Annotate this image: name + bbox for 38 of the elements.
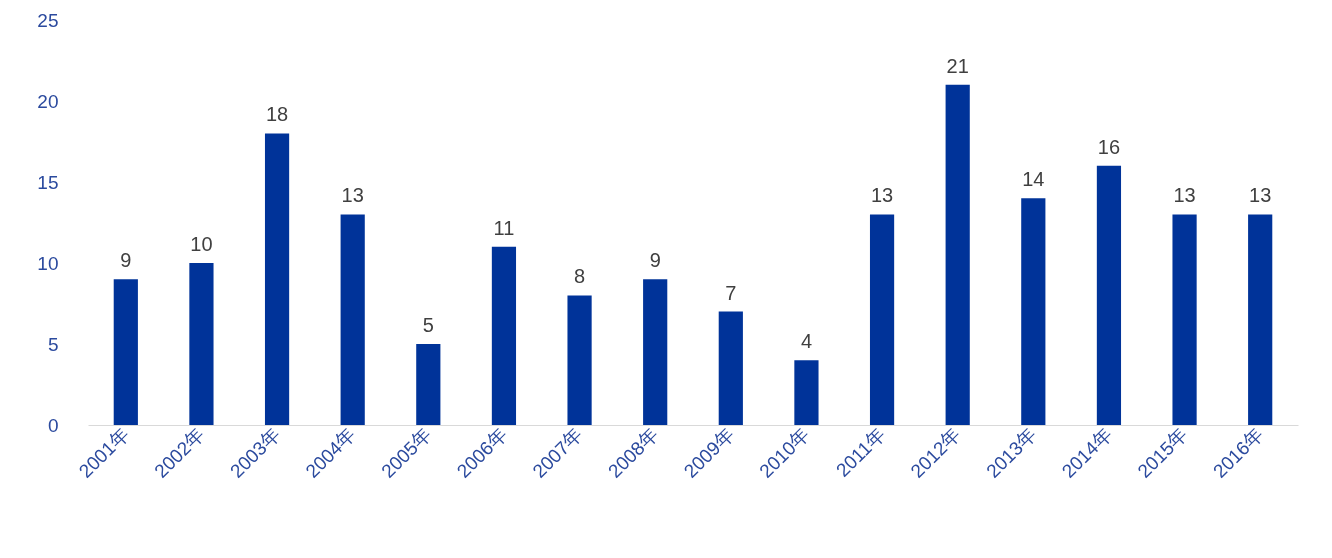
y-tick-label: 10 (37, 252, 59, 274)
data-label: 13 (1173, 184, 1196, 207)
bar (945, 84, 970, 425)
bar (794, 360, 819, 425)
data-label: 8 (574, 265, 586, 288)
data-label: 7 (725, 281, 737, 304)
data-label: 13 (341, 184, 364, 207)
bar (1172, 214, 1197, 425)
bar (189, 263, 214, 425)
data-label: 13 (870, 184, 894, 207)
data-label: 16 (1097, 135, 1121, 158)
bar (113, 279, 138, 425)
y-tick-label: 0 (47, 414, 59, 436)
bar (1096, 165, 1122, 425)
data-label: 10 (190, 233, 213, 255)
data-label: 4 (800, 330, 812, 353)
data-label: 14 (1022, 168, 1045, 191)
bar (1021, 198, 1046, 425)
bar (264, 133, 290, 425)
bar (416, 344, 441, 425)
data-label: 18 (265, 103, 289, 126)
bar (643, 279, 668, 425)
bar (1248, 214, 1273, 425)
y-tick-label: 25 (37, 9, 59, 31)
data-label: 9 (120, 249, 132, 272)
data-label: 5 (422, 314, 434, 336)
bar (718, 311, 743, 425)
data-label: 11 (493, 216, 515, 239)
data-label: 9 (649, 249, 661, 272)
y-tick-label: 15 (37, 171, 59, 193)
y-tick-label: 5 (47, 333, 59, 355)
data-label: 13 (1249, 184, 1272, 207)
data-label: 21 (946, 54, 969, 77)
bar (491, 246, 517, 425)
bar (340, 214, 365, 425)
y-tick-label: 20 (37, 90, 59, 112)
bar (869, 214, 895, 425)
bar (567, 295, 592, 425)
